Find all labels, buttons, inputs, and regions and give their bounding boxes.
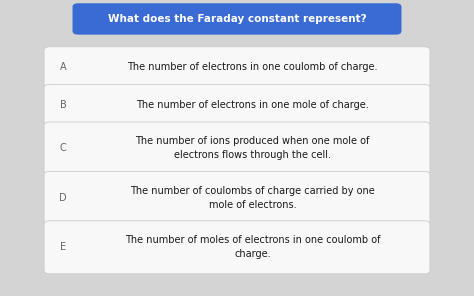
Text: The number of electrons in one mole of charge.: The number of electrons in one mole of c… bbox=[136, 100, 369, 110]
FancyBboxPatch shape bbox=[44, 171, 430, 224]
Text: The number of ions produced when one mole of
electrons flows through the cell.: The number of ions produced when one mol… bbox=[135, 136, 370, 160]
Text: What does the Faraday constant represent?: What does the Faraday constant represent… bbox=[108, 14, 366, 24]
Text: D: D bbox=[59, 193, 67, 203]
Text: The number of electrons in one coulomb of charge.: The number of electrons in one coulomb o… bbox=[127, 62, 378, 72]
Text: The number of coulombs of charge carried by one
mole of electrons.: The number of coulombs of charge carried… bbox=[130, 186, 375, 210]
Text: A: A bbox=[60, 62, 66, 72]
Text: B: B bbox=[60, 100, 66, 110]
FancyBboxPatch shape bbox=[44, 84, 430, 126]
Text: E: E bbox=[60, 242, 66, 252]
FancyBboxPatch shape bbox=[44, 47, 430, 88]
Text: C: C bbox=[60, 144, 66, 153]
FancyBboxPatch shape bbox=[73, 3, 401, 35]
FancyBboxPatch shape bbox=[44, 122, 430, 175]
FancyBboxPatch shape bbox=[44, 221, 430, 274]
Text: The number of moles of electrons in one coulomb of
charge.: The number of moles of electrons in one … bbox=[125, 235, 380, 259]
